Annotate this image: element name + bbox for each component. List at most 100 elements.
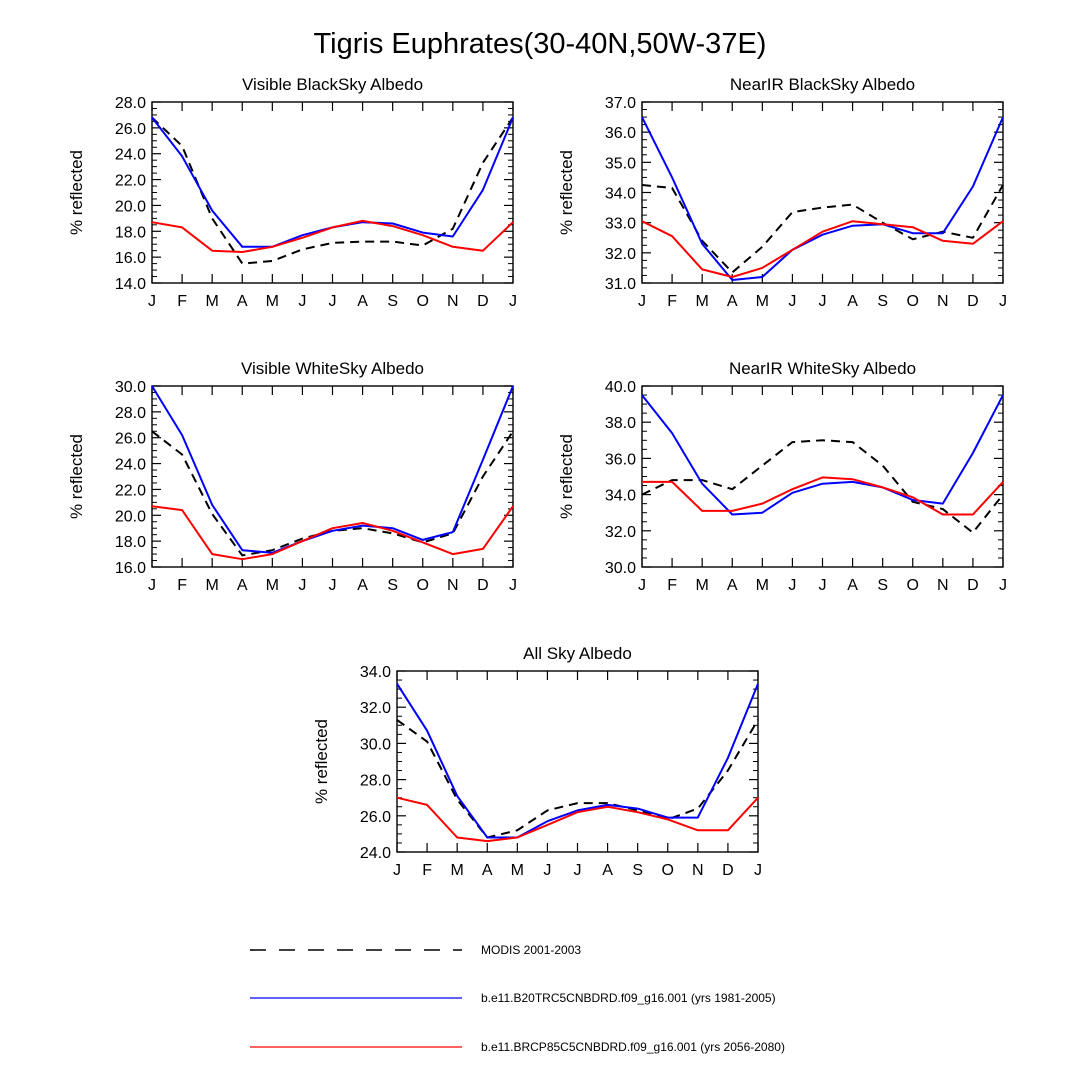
y-tick-label: 34.0 <box>605 488 636 505</box>
x-tick-label: M <box>696 293 709 310</box>
x-tick-label: M <box>696 577 709 594</box>
x-tick-label: J <box>543 862 551 879</box>
x-tick-label: J <box>754 862 762 879</box>
y-axis-label: % reflected <box>67 434 86 519</box>
x-tick-label: D <box>477 577 489 594</box>
series-line <box>396 683 759 839</box>
x-tick-label: D <box>722 862 734 879</box>
y-tick-label: 28.0 <box>360 773 391 790</box>
x-tick-label: J <box>509 293 517 310</box>
chart-panel: NearIR BlackSky Albedo % reflected J F M A M J J… <box>557 75 1007 310</box>
x-tick-label: F <box>177 293 187 310</box>
x-tick-label: J <box>638 577 646 594</box>
series-line <box>641 394 1004 516</box>
y-tick-label: 16.0 <box>115 560 146 577</box>
x-tick-label: S <box>877 293 888 310</box>
x-tick-label: M <box>206 577 219 594</box>
chart-panel: Visible WhiteSky Albedo % reflected J F M A M J… <box>67 359 517 594</box>
x-tick-label: M <box>756 293 769 310</box>
x-tick-label: F <box>177 577 187 594</box>
y-tick-label: 18.0 <box>115 224 146 241</box>
panel-title: Visible BlackSky Albedo <box>242 75 423 94</box>
x-tick-label: N <box>447 577 459 594</box>
y-tick-label: 34.0 <box>605 186 636 203</box>
x-tick-label: F <box>667 293 677 310</box>
series-line <box>151 505 514 561</box>
chart-panel: Visible BlackSky Albedo % reflected J F M A M J… <box>67 75 517 310</box>
x-tick-label: A <box>727 577 738 594</box>
plot-frame <box>396 670 759 853</box>
x-tick-label: N <box>937 293 949 310</box>
x-tick-label: D <box>967 577 979 594</box>
legend-label: b.e11.BRCP85C5CNBDRD.f09_g16.001 (yrs 20… <box>481 1040 785 1054</box>
series-line <box>396 719 759 839</box>
y-tick-label: 22.0 <box>115 482 146 499</box>
x-tick-label: J <box>329 577 337 594</box>
y-tick-label: 35.0 <box>605 155 636 172</box>
series-line <box>641 116 1004 281</box>
x-tick-label: N <box>692 862 704 879</box>
x-tick-label: M <box>266 577 279 594</box>
y-tick-label: 30.0 <box>115 379 146 396</box>
series-line <box>641 220 1004 278</box>
legend: MODIS 2001-2003 b.e11.B20TRC5CNBDRD.f09_g… <box>250 943 785 1054</box>
x-tick-label: D <box>477 293 489 310</box>
series-line <box>396 796 759 843</box>
y-tick-label: 30.0 <box>360 736 391 753</box>
y-axis-label: % reflected <box>557 150 576 235</box>
x-tick-label: M <box>266 293 279 310</box>
x-tick-label: A <box>237 577 248 594</box>
x-tick-label: O <box>907 577 919 594</box>
x-tick-label: J <box>574 862 582 879</box>
plot-frame <box>641 101 1004 284</box>
panel-title: NearIR BlackSky Albedo <box>730 75 915 94</box>
x-tick-label: J <box>788 293 796 310</box>
x-tick-label: M <box>756 577 769 594</box>
x-tick-label: A <box>482 862 493 879</box>
x-tick-label: A <box>357 293 368 310</box>
x-tick-label: D <box>967 293 979 310</box>
x-tick-label: O <box>662 862 674 879</box>
y-tick-label: 18.0 <box>115 534 146 551</box>
x-tick-label: J <box>509 577 517 594</box>
y-axis-label: % reflected <box>312 719 331 804</box>
x-tick-label: J <box>788 577 796 594</box>
y-tick-label: 24.0 <box>115 457 146 474</box>
panel-title: All Sky Albedo <box>523 644 632 663</box>
x-tick-label: F <box>667 577 677 594</box>
x-tick-label: J <box>329 293 337 310</box>
y-axis-label: % reflected <box>557 434 576 519</box>
plot-frame <box>151 101 514 284</box>
x-tick-label: J <box>298 293 306 310</box>
legend-label: b.e11.B20TRC5CNBDRD.f09_g16.001 (yrs 198… <box>481 991 776 1005</box>
x-tick-label: A <box>847 577 858 594</box>
y-tick-label: 38.0 <box>605 415 636 432</box>
x-tick-label: S <box>387 293 398 310</box>
x-tick-label: S <box>877 577 888 594</box>
x-tick-label: J <box>148 577 156 594</box>
y-tick-label: 32.0 <box>360 700 391 717</box>
y-tick-label: 31.0 <box>605 276 636 293</box>
y-tick-label: 26.0 <box>115 431 146 448</box>
y-tick-label: 20.0 <box>115 198 146 215</box>
series-line <box>151 219 514 253</box>
chart-panels: Visible BlackSky Albedo % reflected J F M A M J… <box>67 75 1007 879</box>
x-tick-label: N <box>937 577 949 594</box>
x-tick-label: J <box>638 293 646 310</box>
x-tick-label: J <box>148 293 156 310</box>
plot-frame <box>151 385 514 568</box>
x-tick-label: J <box>298 577 306 594</box>
y-tick-label: 28.0 <box>115 405 146 422</box>
series-line <box>151 385 514 554</box>
y-tick-label: 32.0 <box>605 246 636 263</box>
y-tick-label: 36.0 <box>605 125 636 142</box>
x-tick-label: S <box>387 577 398 594</box>
figure-title: Tigris Euphrates(30-40N,50W-37E) <box>314 28 767 60</box>
series-line <box>642 476 1004 516</box>
x-tick-label: A <box>237 293 248 310</box>
y-tick-label: 26.0 <box>360 809 391 826</box>
y-tick-label: 26.0 <box>115 121 146 138</box>
y-tick-label: 36.0 <box>605 451 636 468</box>
x-tick-label: A <box>847 293 858 310</box>
y-tick-label: 37.0 <box>605 95 636 112</box>
